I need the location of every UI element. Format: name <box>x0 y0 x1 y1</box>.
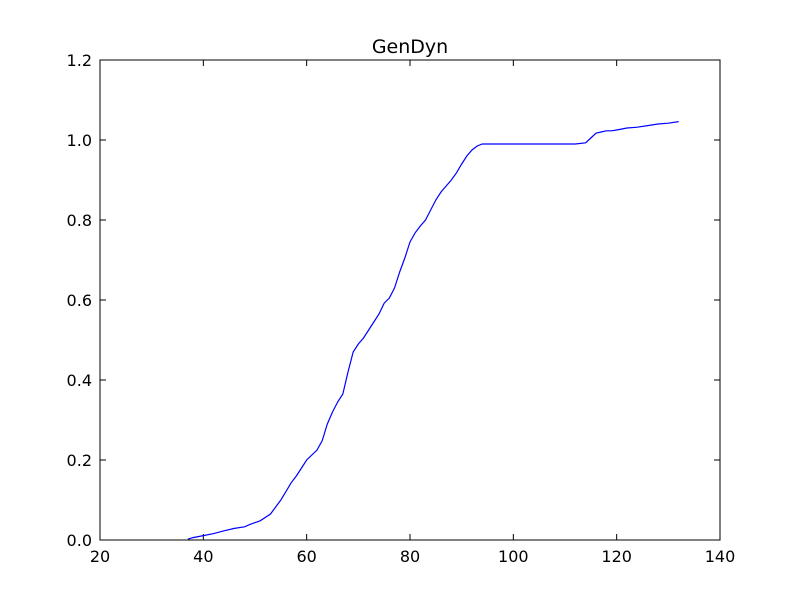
y-tick-label: 0.2 <box>67 451 92 470</box>
y-tick-label: 0.4 <box>67 371 92 390</box>
y-tick-label: 1.2 <box>67 51 92 70</box>
y-tick-label: 0.0 <box>67 531 92 550</box>
x-tick-label: 100 <box>498 547 529 566</box>
y-tick-label: 0.6 <box>67 291 92 310</box>
y-tick-label: 1.0 <box>67 131 92 150</box>
y-axis: 0.0 0.2 0.4 0.6 0.8 1.0 1.2 <box>67 51 720 550</box>
series-line <box>187 121 679 540</box>
plot-frame <box>99 59 721 541</box>
chart-title: GenDyn <box>372 36 448 58</box>
x-tick-label: 120 <box>601 547 632 566</box>
x-tick-label: 20 <box>90 547 110 566</box>
plot-series <box>187 121 679 540</box>
x-tick-label: 60 <box>296 547 316 566</box>
x-tick-label: 80 <box>400 547 420 566</box>
y-tick-label: 0.8 <box>67 211 92 230</box>
x-tick-label: 140 <box>705 547 736 566</box>
x-tick-label: 40 <box>193 547 213 566</box>
